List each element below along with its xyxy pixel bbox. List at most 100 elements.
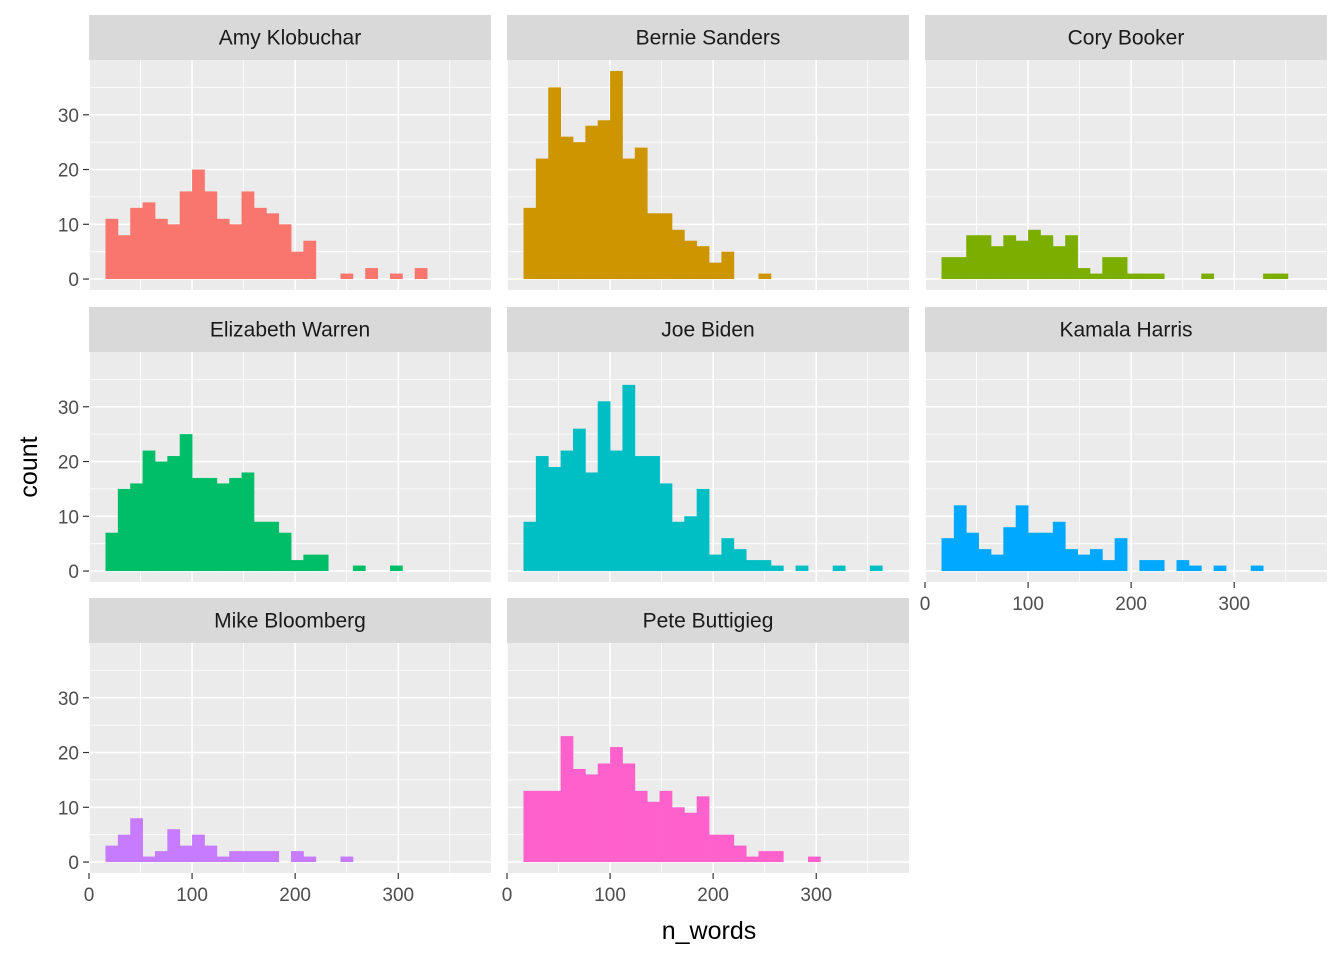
histogram-bar [671, 521, 685, 572]
facet-title: Pete Buttigieg [643, 610, 774, 633]
histogram-bar [253, 851, 267, 863]
histogram-bar [1003, 527, 1017, 572]
histogram-bar [684, 240, 698, 280]
histogram-bar [1052, 246, 1066, 280]
y-tick-label: 0 [68, 853, 79, 874]
histogram-bar [659, 213, 673, 280]
histogram-bar [1201, 273, 1215, 280]
histogram-bar [303, 240, 317, 280]
x-tick-label: 300 [800, 885, 832, 906]
histogram-bar [953, 505, 967, 572]
histogram-bar [352, 565, 366, 572]
histogram-bar [709, 554, 722, 572]
histogram-bar [142, 856, 156, 863]
histogram-bar [659, 483, 673, 572]
histogram-bar [548, 790, 561, 863]
histogram-bar [941, 257, 955, 280]
histogram-bar [142, 202, 156, 280]
histogram-bar [315, 554, 329, 572]
x-tick-label: 0 [502, 885, 513, 906]
histogram-bar [990, 246, 1004, 280]
histogram-bar [721, 251, 735, 280]
histogram-bar [671, 229, 685, 280]
facet-strip [89, 307, 491, 352]
histogram-bar [1028, 229, 1041, 280]
histogram-bar [1028, 532, 1041, 572]
histogram-bar [340, 273, 354, 280]
facet-strip [507, 15, 909, 60]
histogram-bar [291, 251, 304, 280]
histogram-bar [647, 456, 660, 572]
histogram-bar [154, 851, 168, 863]
x-tick-label: 300 [1218, 594, 1250, 615]
histogram-bar [572, 142, 586, 280]
histogram-bar [770, 851, 784, 863]
histogram-bar [340, 856, 354, 863]
facet-strip [925, 307, 1327, 352]
x-tick-label: 200 [697, 885, 729, 906]
histogram-bar [204, 477, 218, 572]
histogram-bar [696, 488, 710, 572]
histogram-bar [560, 736, 574, 863]
facet-title: Cory Booker [1068, 27, 1185, 50]
histogram-bar [167, 456, 181, 572]
histogram-bar [154, 218, 168, 280]
x-tick-label: 100 [1012, 594, 1044, 615]
facet-panel: Pete Buttigieg 0 100 200 300 [502, 598, 909, 906]
histogram-bar [142, 450, 156, 572]
histogram-bar [733, 549, 747, 572]
histogram-bar [869, 565, 883, 572]
histogram-bar [535, 158, 549, 280]
facet-panel: Bernie Sanders [506, 15, 909, 290]
y-tick-label: 10 [58, 215, 79, 236]
histogram-bar [278, 532, 292, 572]
histogram-bar [535, 790, 549, 863]
histogram-bar [229, 477, 242, 572]
histogram-bar [647, 213, 660, 280]
y-tick-label: 0 [68, 562, 79, 583]
y-tick-label: 30 [58, 689, 79, 710]
histogram-bar [1077, 554, 1091, 572]
histogram-bar [622, 763, 636, 863]
y-tick-label: 20 [58, 744, 79, 765]
histogram-bar [1114, 538, 1128, 572]
histogram-bar [167, 224, 181, 280]
histogram-bar [671, 807, 685, 863]
y-tick-label: 10 [58, 798, 79, 819]
histogram-bar [1213, 565, 1227, 572]
histogram-bar [572, 428, 586, 572]
histogram-bar [291, 851, 304, 863]
histogram-bar [709, 262, 722, 280]
histogram-bar [105, 532, 119, 572]
histogram-bar [659, 790, 673, 863]
histogram-bar [253, 521, 267, 572]
panel-background [89, 643, 491, 873]
facet-title: Kamala Harris [1059, 319, 1192, 342]
histogram-bar [154, 461, 168, 572]
histogram-bar [204, 191, 218, 280]
histogram-bar [117, 235, 131, 280]
histogram-bar [572, 768, 586, 863]
histogram-bar [523, 521, 537, 572]
histogram-bar [585, 125, 599, 280]
histogram-bar [1065, 549, 1078, 572]
facet-strip [925, 15, 1327, 60]
histogram-bar [807, 856, 821, 863]
histogram-bar [1127, 273, 1140, 280]
y-tick-label: 20 [58, 161, 79, 182]
y-tick-label: 30 [58, 398, 79, 419]
x-tick-label: 0 [84, 885, 95, 906]
histogram-bar [1015, 240, 1029, 280]
histogram-bar [130, 818, 143, 863]
histogram-bar [216, 218, 230, 280]
histogram-bar [622, 384, 636, 572]
histogram-bar [746, 560, 759, 572]
histogram-bar [647, 801, 660, 863]
histogram-bar [684, 516, 698, 572]
histogram-bar [758, 560, 772, 572]
histogram-bar [253, 207, 267, 280]
histogram-bar [1040, 532, 1054, 572]
histogram-bar [1065, 235, 1078, 280]
